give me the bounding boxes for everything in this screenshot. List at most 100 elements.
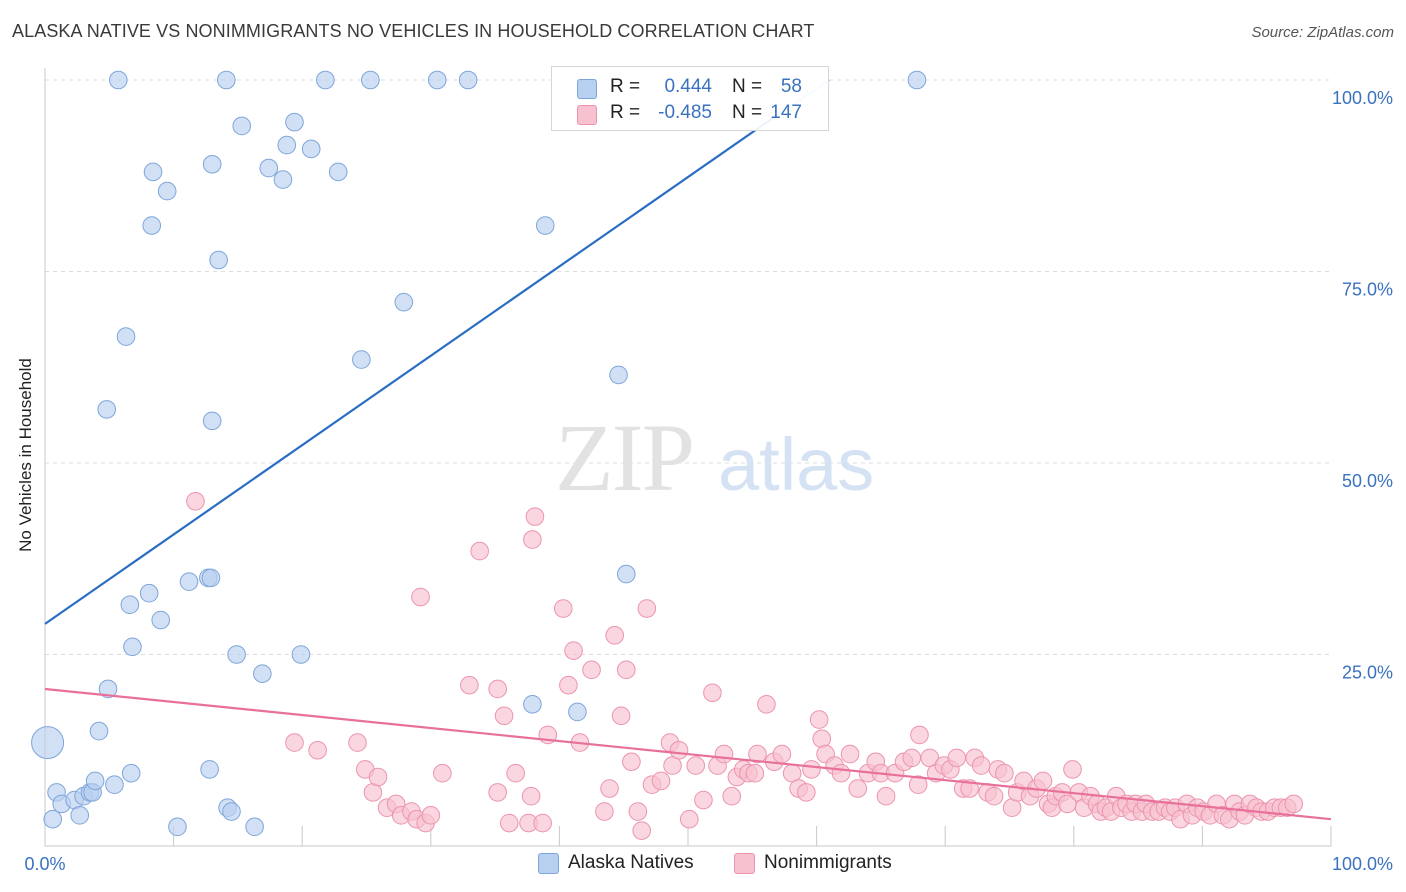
data-point bbox=[488, 679, 507, 699]
data-point bbox=[89, 721, 109, 741]
data-point bbox=[85, 771, 105, 791]
data-point bbox=[123, 637, 142, 657]
data-point bbox=[876, 786, 896, 806]
data-point bbox=[157, 181, 177, 201]
y-tick-label: 50.0% bbox=[1342, 471, 1393, 491]
data-point bbox=[995, 763, 1014, 783]
data-point bbox=[632, 821, 652, 840]
bottom-legend-swatch-pink bbox=[734, 853, 755, 874]
data-point bbox=[460, 675, 479, 695]
data-point bbox=[1063, 760, 1082, 779]
data-point bbox=[802, 760, 821, 779]
data-point bbox=[253, 664, 272, 683]
data-point bbox=[533, 813, 552, 833]
data-point bbox=[703, 683, 722, 703]
data-point bbox=[433, 763, 452, 783]
data-point bbox=[523, 530, 542, 549]
data-point bbox=[202, 411, 222, 431]
data-point bbox=[458, 70, 478, 90]
y-tick-label: 100.0% bbox=[1332, 88, 1393, 108]
data-point bbox=[121, 763, 141, 783]
data-point bbox=[139, 583, 159, 603]
correlation-legend: R = 0.444 N = 58 R = -0.485 N = 147 bbox=[551, 66, 829, 131]
data-point bbox=[622, 752, 641, 772]
gridlines bbox=[45, 79, 1331, 655]
data-point bbox=[840, 744, 860, 764]
data-point bbox=[499, 813, 519, 833]
data-point bbox=[559, 675, 578, 695]
chart-source: Source: ZipAtlas.com bbox=[1251, 24, 1394, 41]
data-point bbox=[245, 817, 264, 837]
data-point bbox=[535, 216, 555, 235]
data-point bbox=[186, 492, 205, 511]
data-point bbox=[285, 112, 304, 132]
data-point bbox=[609, 365, 628, 385]
data-point bbox=[910, 725, 929, 745]
data-point bbox=[70, 806, 90, 825]
data-point bbox=[848, 779, 868, 798]
watermark-zip: ZIP bbox=[555, 404, 693, 511]
data-point bbox=[109, 70, 128, 90]
data-point bbox=[600, 779, 619, 798]
data-point bbox=[202, 154, 222, 174]
data-point bbox=[285, 733, 304, 752]
tick-labels: 25.0% 50.0% 75.0% 100.0% 0.0% 100.0% bbox=[24, 88, 1393, 874]
legend-n-label: N = bbox=[732, 76, 763, 97]
data-point bbox=[637, 599, 657, 618]
data-point bbox=[421, 806, 441, 825]
data-point bbox=[494, 706, 514, 726]
data-point bbox=[564, 641, 583, 660]
data-point bbox=[669, 740, 689, 760]
data-point bbox=[291, 645, 311, 664]
data-point bbox=[812, 729, 832, 749]
data-point bbox=[984, 786, 1004, 806]
data-point bbox=[273, 170, 293, 189]
data-point bbox=[222, 802, 241, 821]
data-point bbox=[568, 702, 587, 722]
legend-r-value: 0.444 bbox=[664, 76, 712, 97]
watermark: ZIP atlas bbox=[555, 404, 874, 511]
data-point bbox=[179, 572, 199, 592]
data-point bbox=[328, 162, 348, 182]
data-point bbox=[757, 694, 776, 714]
x-tick-label: 100.0% bbox=[1332, 854, 1393, 874]
data-point bbox=[831, 763, 851, 783]
legend-r-label: R = bbox=[610, 102, 641, 123]
bottom-legend-label: Alaska Natives bbox=[568, 852, 694, 873]
data-point bbox=[686, 756, 706, 775]
data-point bbox=[120, 595, 140, 615]
data-point bbox=[523, 694, 542, 714]
data-point bbox=[582, 660, 601, 680]
data-point bbox=[616, 564, 636, 584]
legend-swatch-blue bbox=[577, 79, 597, 99]
data-point bbox=[97, 400, 117, 419]
bottom-legend-label: Nonimmigrants bbox=[764, 852, 892, 873]
data-point bbox=[168, 817, 187, 837]
data-point bbox=[31, 726, 65, 760]
data-point bbox=[722, 786, 742, 806]
data-point bbox=[611, 706, 631, 726]
data-point bbox=[217, 70, 236, 90]
y-tick-label: 75.0% bbox=[1342, 280, 1393, 300]
legend-n-value: 147 bbox=[770, 102, 802, 123]
data-point bbox=[797, 783, 816, 802]
axes bbox=[44, 68, 1332, 847]
legend-r-value: -0.485 bbox=[658, 102, 712, 123]
data-point bbox=[694, 790, 713, 810]
data-point bbox=[227, 645, 246, 664]
x-tick-label: 0.0% bbox=[24, 854, 65, 874]
data-point bbox=[142, 216, 162, 235]
data-point bbox=[301, 139, 321, 159]
data-point bbox=[308, 740, 327, 760]
data-point bbox=[1284, 794, 1304, 814]
data-point bbox=[745, 763, 765, 783]
data-point bbox=[525, 507, 545, 526]
data-point bbox=[352, 350, 371, 369]
bottom-legend-swatch-blue bbox=[538, 853, 559, 874]
data-point bbox=[277, 135, 297, 155]
nonimmigrants-points bbox=[186, 492, 1304, 840]
data-point bbox=[902, 748, 922, 768]
legend-swatch-pink bbox=[577, 105, 597, 125]
chart-title: ALASKA NATIVE VS NONIMMIGRANTS NO VEHICL… bbox=[12, 21, 815, 41]
